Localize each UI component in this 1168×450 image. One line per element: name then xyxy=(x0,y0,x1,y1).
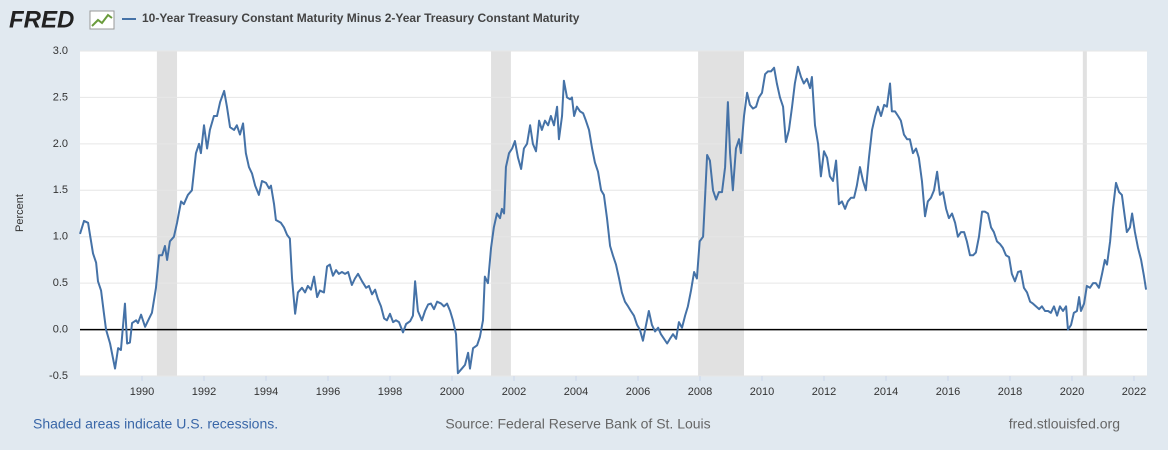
y-tick-label: 2.0 xyxy=(53,138,68,150)
recession-note: Shaded areas indicate U.S. recessions. xyxy=(33,416,278,432)
legend-label: 10-Year Treasury Constant Maturity Minus… xyxy=(142,11,580,25)
x-tick-label: 1998 xyxy=(378,386,402,398)
x-tick-label: 2004 xyxy=(564,386,588,398)
y-tick-label: -0.5 xyxy=(49,370,68,382)
x-tick-label: 2020 xyxy=(1060,386,1084,398)
y-axis-label: Percent xyxy=(14,194,26,232)
y-tick-label: 3.0 xyxy=(53,45,68,57)
x-tick-label: 1994 xyxy=(254,386,278,398)
x-tick-label: 2012 xyxy=(812,386,836,398)
x-tick-label: 2018 xyxy=(998,386,1022,398)
x-tick-label: 1996 xyxy=(316,386,340,398)
x-tick-label: 2016 xyxy=(936,386,960,398)
x-tick-label: 2000 xyxy=(440,386,464,398)
x-tick-label: 2022 xyxy=(1122,386,1146,398)
x-tick-label: 2008 xyxy=(688,386,712,398)
y-tick-label: 2.5 xyxy=(53,91,68,103)
series-line xyxy=(79,65,1148,375)
y-tick-label: 1.5 xyxy=(53,184,68,196)
recession-shade xyxy=(698,51,745,376)
logo: FRED xyxy=(9,6,74,33)
x-tick-label: 2006 xyxy=(626,386,650,398)
x-tick-label: 1992 xyxy=(192,386,216,398)
y-tick-label: 0.0 xyxy=(53,323,68,335)
site-url: fred.stlouisfed.org xyxy=(1009,416,1120,432)
recession-shade xyxy=(156,51,178,376)
y-tick-label: 0.5 xyxy=(53,277,68,289)
x-tick-label: 2002 xyxy=(502,386,526,398)
recession-shade xyxy=(1082,51,1087,376)
x-tick-label: 2014 xyxy=(874,386,898,398)
x-tick-label: 2010 xyxy=(750,386,774,398)
x-tick-label: 1990 xyxy=(130,386,154,398)
source: Source: Federal Reserve Bank of St. Loui… xyxy=(445,416,710,432)
y-tick-label: 1.0 xyxy=(53,231,68,243)
logo-icon xyxy=(89,10,115,30)
plot-area xyxy=(80,51,1147,376)
